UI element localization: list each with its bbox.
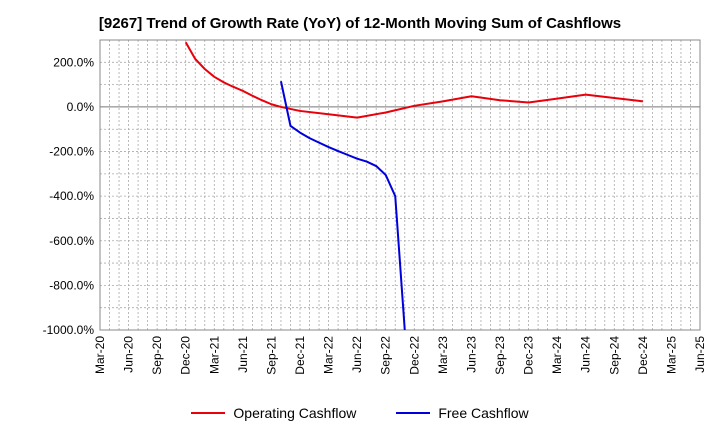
y-tick-label: -600.0%: [49, 234, 94, 248]
x-tick-label: Jun-25: [693, 336, 707, 373]
plot-area: [100, 40, 700, 330]
x-tick-label: Sep-24: [607, 336, 621, 375]
x-tick-label: Mar-25: [664, 336, 678, 374]
x-tick-label: Dec-24: [636, 336, 650, 375]
legend-item-operating: Operating Cashflow: [191, 405, 356, 421]
y-tick-label: 200.0%: [53, 55, 94, 69]
x-tick-label: Mar-24: [550, 336, 564, 374]
x-tick-label: Sep-23: [493, 336, 507, 375]
x-tick-label: Mar-22: [322, 336, 336, 374]
x-tick-label: Sep-21: [264, 336, 278, 375]
y-tick-label: 0.0%: [67, 100, 95, 114]
y-tick-label: -400.0%: [49, 189, 94, 203]
legend-swatch-operating: [191, 412, 226, 414]
series-line-operating-cashflow: [184, 41, 643, 119]
x-tick-label: Mar-21: [207, 336, 221, 374]
legend-label-operating: Operating Cashflow: [233, 405, 357, 421]
grid-layer: [100, 40, 700, 330]
legend-item-free: Free Cashflow: [396, 405, 529, 421]
x-tick-label: Dec-20: [179, 336, 193, 375]
chart-title: [9267] Trend of Growth Rate (YoY) of 12-…: [98, 15, 622, 32]
x-tick-label: Jun-22: [350, 336, 364, 373]
y-tick-label: -200.0%: [49, 145, 94, 159]
y-tick-label: -1000.0%: [43, 323, 95, 337]
legend-label-free: Free Cashflow: [438, 405, 529, 421]
plot-border: [99, 39, 701, 331]
x-tick-label: Jun-24: [579, 336, 593, 373]
x-tick-label: Jun-23: [464, 336, 478, 373]
x-tick-label: Dec-21: [293, 336, 307, 375]
x-tick-label: Sep-20: [150, 336, 164, 375]
legend-swatch-free: [396, 412, 431, 414]
x-tick-label: Jun-21: [236, 336, 250, 373]
x-tick-label: Jun-20: [122, 336, 136, 373]
series-line-free-cashflow: [279, 81, 406, 330]
series-layer: [184, 41, 643, 330]
y-tick-label: -800.0%: [49, 278, 94, 292]
x-tick-label: Dec-22: [407, 336, 421, 375]
x-tick-label: Dec-23: [522, 336, 536, 375]
x-tick-label: Mar-20: [93, 336, 107, 374]
x-tick-label: Mar-23: [436, 336, 450, 374]
x-tick-label: Sep-22: [379, 336, 393, 375]
legend: Operating Cashflow Free Cashflow: [0, 405, 720, 421]
axis-layer: 200.0% 0.0% -200.0% -400.0% -600.0% -800.0% -1…: [43, 39, 707, 375]
